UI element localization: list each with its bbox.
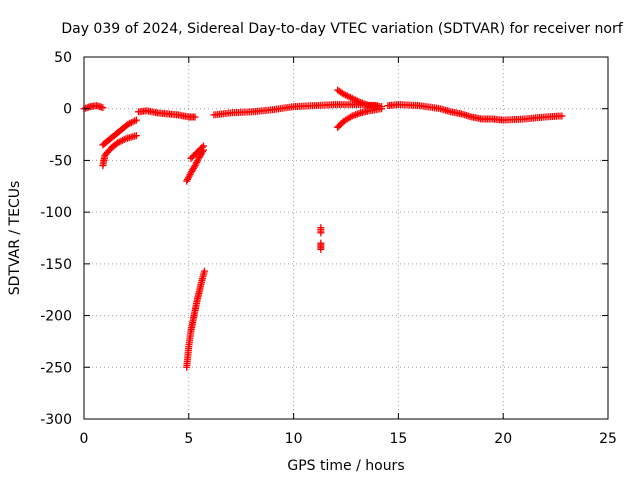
y-tick-label: -250 (40, 360, 72, 376)
data-point (184, 174, 192, 182)
x-tick-label: 15 (389, 431, 407, 447)
data-point (317, 245, 325, 253)
plot-frame (83, 56, 609, 420)
data-point (347, 113, 355, 121)
data-point (129, 118, 137, 126)
x-tick-label: 0 (80, 431, 89, 447)
x-tick-labels: 0 5 10 15 20 25 (80, 431, 617, 447)
data-point (191, 162, 199, 170)
x-tick-label: 20 (494, 431, 512, 447)
y-axis-label: SDTVAR / TECUs (7, 181, 23, 296)
y-tick-labels: 50 0 -50 -100 -150 -200 -250 -300 (40, 50, 72, 428)
data-point (350, 95, 358, 103)
data-point (185, 172, 193, 180)
data-point (186, 170, 194, 178)
x-tick-label: 10 (285, 431, 303, 447)
data-point (194, 157, 202, 165)
data-point (199, 142, 207, 150)
data-point (355, 98, 363, 106)
data-point (378, 105, 386, 113)
data-point (201, 267, 209, 275)
data-point (558, 112, 566, 120)
data-point (114, 139, 122, 147)
y-tick-label: -100 (40, 205, 72, 221)
data-point (353, 97, 361, 105)
data-point (184, 175, 192, 183)
y-tick-label: -50 (49, 153, 72, 169)
data-point (183, 177, 191, 185)
data-point (115, 138, 123, 146)
data-point (340, 90, 348, 98)
y-tick-label: -300 (40, 412, 72, 428)
data-point (132, 116, 140, 124)
data-point (345, 93, 353, 101)
data-point (117, 137, 125, 145)
y-tick-label: -200 (40, 309, 72, 325)
y-tick-label: -150 (40, 257, 72, 273)
y-tick-label: 0 (63, 102, 72, 118)
data-point (132, 132, 140, 140)
data-point (127, 119, 135, 127)
chart-title: Day 039 of 2024, Sidereal Day-to-day VTE… (61, 21, 623, 37)
data-point (131, 117, 139, 125)
data-point (352, 96, 360, 104)
data-point (343, 92, 351, 100)
x-tick-label: 5 (184, 431, 193, 447)
axis-ticks (83, 56, 609, 420)
data-point (192, 160, 200, 168)
data-point (126, 119, 134, 127)
data-points (80, 86, 566, 371)
data-point (342, 91, 350, 99)
data-point (347, 94, 355, 102)
data-point (124, 120, 132, 128)
data-point (191, 113, 199, 121)
data-point (194, 155, 202, 163)
data-point (198, 143, 206, 151)
data-point (190, 163, 198, 171)
x-tick-label: 25 (599, 431, 617, 447)
data-point (193, 158, 201, 166)
data-point (99, 104, 107, 112)
y-tick-label: 50 (54, 50, 72, 66)
data-point (348, 94, 356, 102)
data-point (120, 136, 128, 144)
data-point (317, 229, 325, 237)
x-axis-label: GPS time / hours (287, 458, 404, 474)
data-point (119, 136, 127, 144)
